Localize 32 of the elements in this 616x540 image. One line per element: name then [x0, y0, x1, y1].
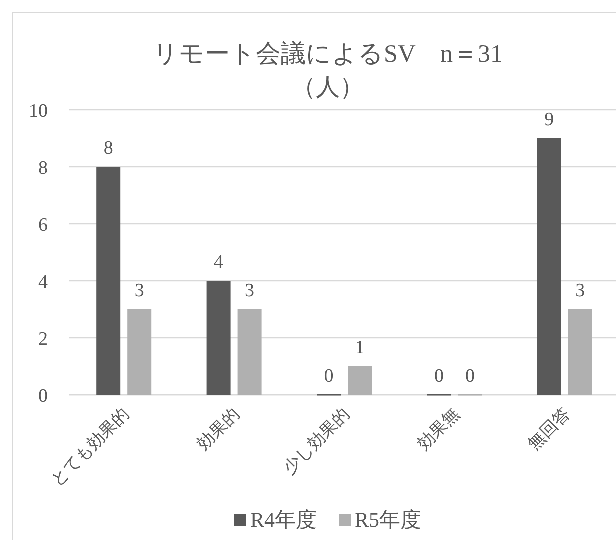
bar [128, 310, 152, 395]
y-tick-label: 2 [38, 329, 48, 350]
legend-label: R5年度 [355, 508, 422, 532]
data-label: 3 [576, 280, 586, 302]
data-label: 0 [465, 366, 475, 387]
bar [238, 310, 262, 395]
data-label: 0 [434, 366, 444, 387]
data-label: 0 [324, 366, 334, 387]
data-label: 3 [134, 280, 144, 302]
data-label: 8 [104, 138, 114, 159]
x-tick-label: 効果無 [414, 404, 464, 454]
y-tick-label: 0 [38, 386, 48, 407]
data-label: 9 [544, 110, 554, 130]
chart-subtitle: （人） [292, 75, 364, 101]
bar [206, 281, 231, 395]
y-tick-label: 4 [38, 272, 48, 293]
legend-label: R4年度 [250, 508, 317, 532]
x-tick-label: 効果的 [194, 404, 244, 454]
x-tick-label: 少し効果的 [280, 404, 354, 478]
data-label: 4 [214, 252, 224, 273]
bar [348, 366, 372, 395]
bar [96, 167, 121, 395]
y-tick-label: 8 [38, 158, 48, 179]
bar [568, 310, 592, 395]
data-label: 1 [355, 338, 365, 358]
data-label: 3 [245, 280, 255, 302]
x-tick-label: 無回答 [524, 404, 574, 454]
chart-title: リモート会議によるSV n＝31 [152, 40, 504, 68]
y-tick-label: 6 [38, 215, 48, 236]
y-tick-label: 10 [29, 101, 48, 122]
bar [537, 138, 562, 395]
x-tick-label: とても効果的 [47, 404, 133, 490]
